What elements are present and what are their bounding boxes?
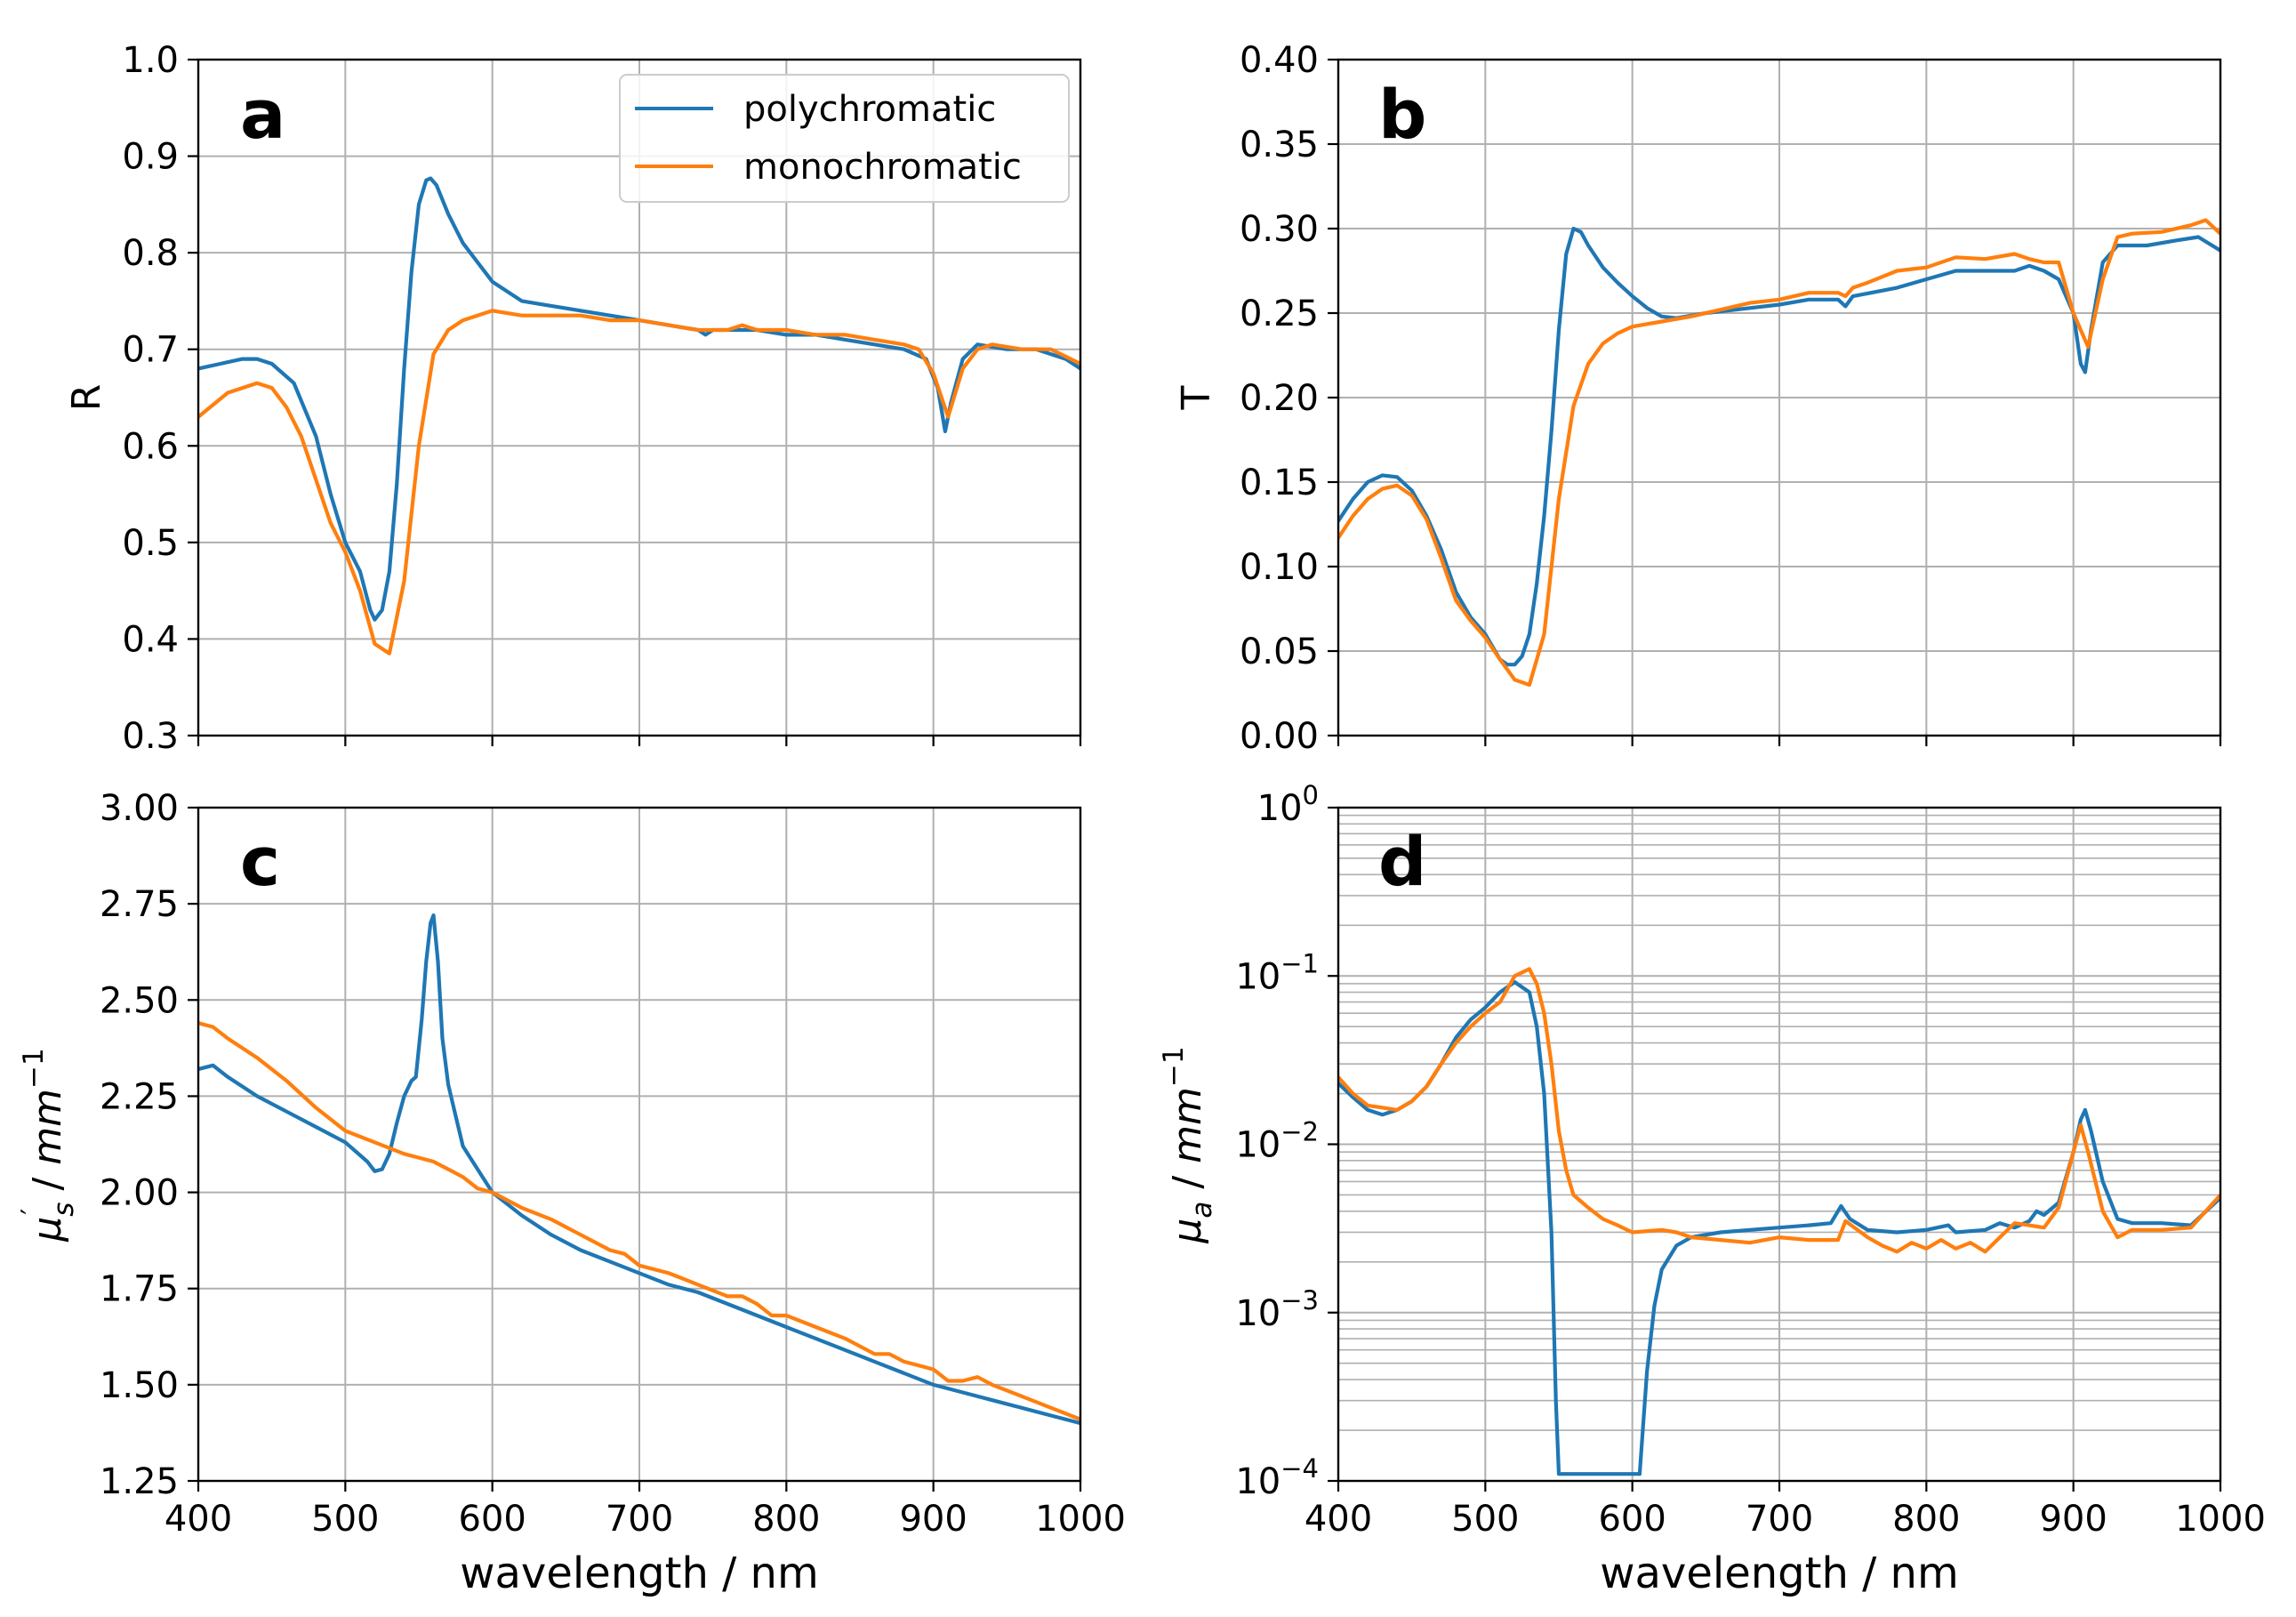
panel-b-y-tick-label: 0.05	[1240, 632, 1319, 672]
panel-a-y-tick-label: 0.4	[122, 619, 179, 660]
panel-d-y-tick-label: 10−3	[1235, 1285, 1319, 1334]
panel-c-y-tick-label: 1.75	[100, 1269, 179, 1310]
panel-d-y-tick-label: 100	[1257, 780, 1319, 829]
panel-c-x-tick-label: 900	[899, 1499, 967, 1540]
panel-a-y-tick-label: 0.3	[122, 716, 179, 757]
panel-d-label: d	[1378, 822, 1426, 901]
panel-c-lines	[198, 913, 1080, 1426]
panel-a-label: a	[240, 75, 285, 154]
panel-b-y-tick-label: 0.40	[1240, 40, 1319, 81]
panel-c-label: c	[240, 822, 280, 901]
panel-d-x-tick-label: 700	[1746, 1499, 1813, 1540]
panel-d-x-tick-label: 900	[2039, 1499, 2107, 1540]
panel-b: 0.00 0.05 0.10 0.15 0.20 0.25 0.30 0.35 0.40 b T	[1174, 40, 2222, 757]
panel-c-y-tick-label: 2.00	[100, 1173, 179, 1214]
panel-c-series-polychromatic	[198, 913, 1080, 1426]
legend: polychromatic monochromatic	[619, 74, 1070, 203]
panel-d-y-tick-label: 10−2	[1235, 1117, 1319, 1166]
panel-d-x-tick-label: 800	[1892, 1499, 1960, 1540]
panel-d-x-tick-label: 1000	[2175, 1499, 2266, 1540]
panel-c: 400 500 600 700 800 900 1000 1.25 1.50 1.75 2.00 2.…	[16, 788, 1126, 1598]
panel-b-y-tick-label: 0.10	[1240, 547, 1319, 588]
panel-c-xlabel: wavelength / nm	[460, 1549, 818, 1598]
panel-c-y-tick-label: 2.50	[100, 980, 179, 1021]
panel-d-x-tick-label: 500	[1451, 1499, 1519, 1540]
legend-label-monochromatic: monochromatic	[743, 147, 1022, 188]
panel-a: 0.3 0.4 0.5 0.6 0.7 0.8 0.9 1.0 a R polychromat…	[64, 40, 1082, 757]
panel-d-xlabel: wavelength / nm	[1600, 1549, 1958, 1598]
panel-b-ticks: 0.00 0.05 0.10 0.15 0.20 0.25 0.30 0.35 0.40	[1240, 40, 2222, 757]
panel-c-ticks: 400 500 600 700 800 900 1000 1.25 1.50 1.75 2.00 2.…	[100, 788, 1126, 1540]
panel-b-label: b	[1378, 75, 1426, 154]
panel-c-x-tick-label: 1000	[1035, 1499, 1126, 1540]
panel-a-y-tick-label: 0.6	[122, 426, 179, 467]
panel-b-grid	[1337, 59, 2221, 736]
panel-b-y-tick-label: 0.15	[1240, 463, 1319, 503]
panel-c-y-tick-label: 2.75	[100, 884, 179, 925]
panel-c-x-tick-label: 600	[458, 1499, 526, 1540]
panel-b-ylabel: T	[1174, 385, 1219, 410]
legend-box	[619, 74, 1070, 203]
panel-a-ylabel: R	[64, 384, 109, 412]
panel-c-x-tick-label: 500	[311, 1499, 379, 1540]
panel-a-y-tick-label: 0.5	[122, 523, 179, 564]
panel-c-x-tick-label: 400	[165, 1499, 232, 1540]
panel-b-y-tick-label: 0.30	[1240, 209, 1319, 250]
panel-d-ticks: 400 500 600 700 800 900 1000 10−4 10−3 10−2 10−1 10…	[1235, 780, 2266, 1540]
panel-c-ylabel: μs′ / mm−1	[16, 1048, 80, 1242]
panel-d-y-tick-label: 10−4	[1235, 1453, 1319, 1502]
panel-c-x-tick-label: 700	[606, 1499, 673, 1540]
panel-b-y-tick-label: 0.25	[1240, 294, 1319, 334]
panel-d-ylabel: μa / mm−1	[1158, 1046, 1218, 1243]
panel-d-lines	[1338, 967, 2220, 1476]
panel-d-series-monochromatic	[1338, 967, 2220, 1254]
legend-label-polychromatic: polychromatic	[743, 89, 996, 130]
panel-c-y-tick-label: 1.50	[100, 1365, 179, 1406]
panel-d-x-tick-label: 600	[1598, 1499, 1666, 1540]
panel-d: 400 500 600 700 800 900 1000 10−4 10−3 10−2 10−1 10…	[1158, 780, 2266, 1598]
panel-b-series-monochromatic	[1338, 218, 2220, 688]
panel-b-lines	[1338, 218, 2220, 688]
panel-a-lines	[198, 176, 1080, 656]
panel-d-y-tick-label: 10−1	[1235, 948, 1319, 997]
panel-a-series-monochromatic	[198, 309, 1080, 656]
panel-a-y-tick-label: 0.8	[122, 233, 179, 274]
panel-d-x-tick-label: 400	[1305, 1499, 1372, 1540]
panel-a-y-tick-label: 0.7	[122, 330, 179, 371]
panel-c-series-monochromatic	[198, 1021, 1080, 1421]
panel-c-y-tick-label: 3.00	[100, 788, 179, 829]
panel-a-y-tick-label: 1.0	[122, 40, 179, 81]
panel-a-ticks: 0.3 0.4 0.5 0.6 0.7 0.8 0.9 1.0	[122, 40, 1082, 757]
panel-b-y-tick-label: 0.35	[1240, 125, 1319, 165]
panel-a-y-tick-label: 0.9	[122, 137, 179, 178]
panel-d-grid	[1337, 807, 2221, 1482]
panel-b-y-tick-label: 0.00	[1240, 716, 1319, 757]
panel-c-y-tick-label: 2.25	[100, 1076, 179, 1117]
panel-c-y-tick-label: 1.25	[100, 1461, 179, 1502]
panel-b-y-tick-label: 0.20	[1240, 378, 1319, 419]
panel-c-x-tick-label: 800	[752, 1499, 820, 1540]
